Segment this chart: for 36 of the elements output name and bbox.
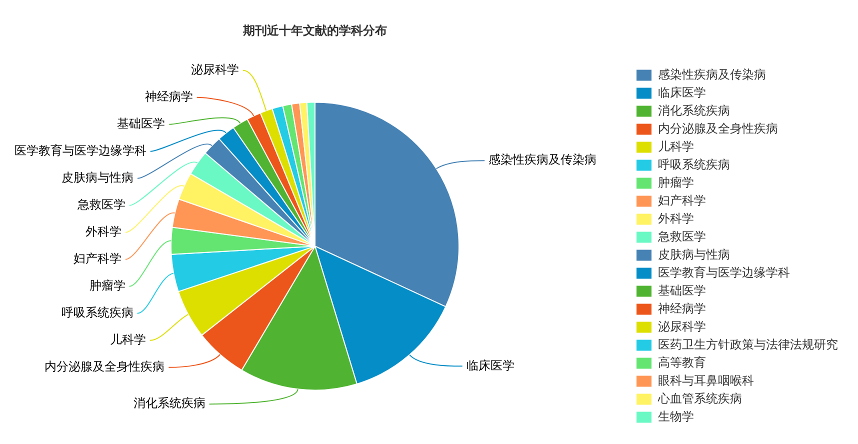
legend-label: 基础医学: [658, 283, 706, 298]
slice-label: 内分泌腺及全身性疾病: [44, 360, 165, 374]
legend-label: 心血管系统疾病: [657, 391, 742, 406]
legend-label: 内分泌腺及全身性疾病: [658, 121, 778, 136]
slice-label: 急救医学: [76, 198, 126, 212]
slice-label: 医学教育与医学边缘学科: [14, 144, 146, 158]
legend-label: 感染性疾病及传染病: [658, 67, 766, 82]
legend-label: 儿科学: [658, 139, 694, 154]
legend-label: 高等教育: [658, 355, 706, 370]
slice-label: 儿科学: [110, 332, 146, 347]
slice-label: 肿瘤学: [89, 278, 126, 293]
slice-label: 神经病学: [144, 90, 193, 104]
legend-label: 眼科与耳鼻咽喉科: [658, 373, 754, 388]
slice-label: 皮肤病与性病: [62, 170, 134, 185]
slice-label: 基础医学: [117, 116, 166, 131]
legend-label: 妇产科学: [658, 193, 706, 208]
legend-label: 泌尿科学: [658, 319, 706, 334]
slice-label: 外科学: [86, 224, 122, 239]
slice-label: 消化系统疾病: [133, 396, 206, 410]
slice-label: 泌尿科学: [190, 62, 239, 77]
legend-label: 医药卫生方针政策与法律法规研究: [658, 337, 838, 352]
legend-label: 医学教育与医学边缘学科: [658, 265, 790, 280]
legend-label: 神经病学: [658, 301, 706, 316]
legend-label: 生物学: [658, 409, 694, 424]
slice-label: 临床医学: [466, 358, 514, 372]
slice-label: 呼吸系统疾病: [61, 306, 134, 320]
legend-label: 外科学: [658, 211, 694, 226]
chart-title: 期刊近十年文献的学科分布: [242, 23, 387, 38]
legend-label: 皮肤病与性病: [658, 247, 730, 262]
legend-label: 呼吸系统疾病: [658, 157, 730, 172]
legend-label: 消化系统疾病: [658, 103, 730, 118]
legend-label: 肿瘤学: [658, 175, 694, 190]
slice-label: 感染性疾病及传染病: [488, 152, 597, 167]
legend-label: 临床医学: [658, 85, 706, 100]
legend-label: 急救医学: [657, 229, 706, 244]
slice-label: 妇产科学: [73, 252, 122, 266]
